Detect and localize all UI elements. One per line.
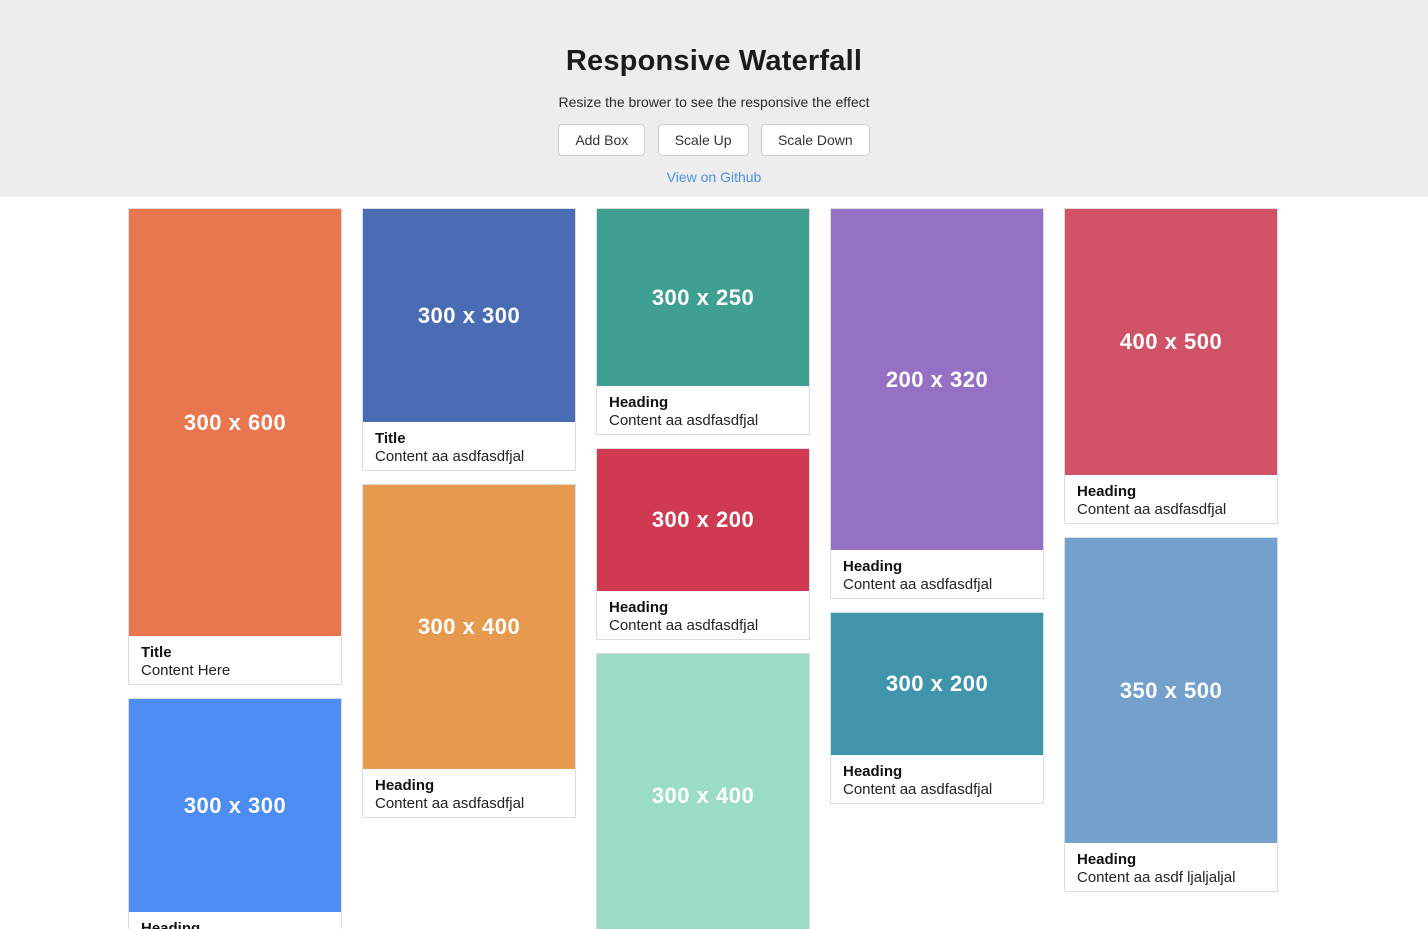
card-title: Heading: [843, 558, 903, 575]
card: 200 x 320 Heading Content aa asdfasdfjal: [830, 208, 1044, 599]
card-title: Heading: [375, 777, 435, 794]
card: 300 x 600 Title Content Here: [128, 208, 342, 685]
scale-down-button[interactable]: Scale Down: [760, 124, 870, 156]
card-content: Content aa asdfasdfjal: [609, 412, 759, 429]
button-row: Add Box Scale Up Scale Down: [0, 124, 1428, 156]
card-title: Heading: [609, 394, 669, 411]
placeholder-image: 300 x 600: [129, 209, 341, 636]
card-title: Heading: [1077, 483, 1137, 500]
page-title: Responsive Waterfall: [565, 45, 863, 77]
card-body: Heading Content aa asdfasdfjal: [597, 591, 809, 639]
image-size-label: 300 x 300: [417, 302, 521, 328]
placeholder-image: 300 x 200: [831, 613, 1043, 755]
card-body: Heading Content aa asdfasdfjal: [831, 550, 1043, 598]
card-title: Heading: [141, 920, 201, 929]
waterfall-column-5: 400 x 500 Heading Content aa asdfasdfjal…: [1064, 208, 1278, 929]
github-link[interactable]: View on Github: [666, 169, 762, 185]
card-content: Content aa asdfasdfjal: [375, 448, 525, 465]
placeholder-image: 300 x 400: [363, 485, 575, 769]
placeholder-image: 300 x 300: [363, 209, 575, 422]
card-content: Content aa asdfasdfjal: [843, 576, 993, 593]
card-content: Content aa asdf ljaljaljal: [1077, 869, 1236, 886]
card-body: Title Content aa asdfasdfjal: [363, 422, 575, 470]
placeholder-image: 300 x 250: [597, 209, 809, 386]
card: 300 x 200 Heading Content aa asdfasdfjal: [596, 448, 810, 640]
card: 400 x 500 Heading Content aa asdfasdfjal: [1064, 208, 1278, 524]
card-body: Heading Content aa asdfasdfjal: [363, 769, 575, 817]
card-title: Heading: [843, 763, 903, 780]
image-size-label: 300 x 600: [183, 409, 287, 435]
card: 300 x 300 Title Content aa asdfasdfjal: [362, 208, 576, 471]
card-content: Content aa asdfasdfjal: [609, 617, 759, 634]
placeholder-image: 350 x 500: [1065, 538, 1277, 843]
card: 300 x 250 Heading Content aa asdfasdfjal: [596, 208, 810, 435]
card: 300 x 300 Heading: [128, 698, 342, 929]
image-size-label: 300 x 400: [651, 783, 755, 808]
waterfall-column-3: 300 x 250 Heading Content aa asdfasdfjal…: [596, 208, 810, 929]
card-body: Heading Content aa asdfasdfjal: [831, 755, 1043, 803]
card: 300 x 400 Heading Content aa asdfasdfjal: [362, 484, 576, 818]
page-subtitle: Resize the brower to see the responsive …: [558, 94, 870, 110]
image-size-label: 400 x 500: [1119, 329, 1223, 354]
waterfall-column-4: 200 x 320 Heading Content aa asdfasdfjal…: [830, 208, 1044, 929]
card-body: Title Content Here: [129, 636, 341, 684]
add-box-button[interactable]: Add Box: [558, 124, 646, 156]
card-content: Content aa asdfasdfjal: [375, 795, 525, 812]
card: 350 x 500 Heading Content aa asdf ljalja…: [1064, 537, 1278, 892]
card-title: Heading: [1077, 851, 1137, 868]
placeholder-image: 300 x 200: [597, 449, 809, 591]
card-title: Title: [375, 430, 406, 447]
waterfall-column-2: 300 x 300 Title Content aa asdfasdfjal 3…: [362, 208, 576, 929]
waterfall-grid: 300 x 600 Title Content Here 300 x 300 H…: [128, 208, 1278, 929]
image-size-label: 300 x 250: [651, 284, 755, 310]
placeholder-image: 300 x 300: [129, 699, 341, 912]
image-size-label: 300 x 200: [651, 507, 755, 532]
link-row: View on Github: [0, 169, 1428, 187]
image-size-label: 350 x 500: [1119, 677, 1223, 703]
image-size-label: 300 x 400: [417, 614, 521, 639]
waterfall-column-1: 300 x 600 Title Content Here 300 x 300 H…: [128, 208, 342, 929]
placeholder-image: 300 x 400: [597, 654, 809, 929]
card-body: Heading Content aa asdf ljaljaljal: [1065, 843, 1277, 891]
card: 300 x 200 Heading Content aa asdfasdfjal: [830, 612, 1044, 804]
placeholder-image: 400 x 500: [1065, 209, 1277, 475]
scale-up-button[interactable]: Scale Up: [657, 124, 749, 156]
image-size-label: 200 x 320: [885, 366, 989, 392]
card: 300 x 400: [596, 653, 810, 929]
card-title: Title: [141, 644, 172, 661]
card-content: Content aa asdfasdfjal: [1077, 501, 1227, 518]
page-header: Responsive Waterfall Resize the brower t…: [0, 0, 1428, 197]
card-title: Heading: [609, 599, 669, 616]
card-body: Heading Content aa asdfasdfjal: [597, 386, 809, 434]
image-size-label: 300 x 300: [183, 792, 287, 818]
image-size-label: 300 x 200: [885, 671, 989, 696]
card-content: Content Here: [141, 662, 231, 679]
placeholder-image: 200 x 320: [831, 209, 1043, 550]
card-body: Heading Content aa asdfasdfjal: [1065, 475, 1277, 523]
card-content: Content aa asdfasdfjal: [843, 781, 993, 798]
card-body: Heading: [129, 912, 341, 929]
